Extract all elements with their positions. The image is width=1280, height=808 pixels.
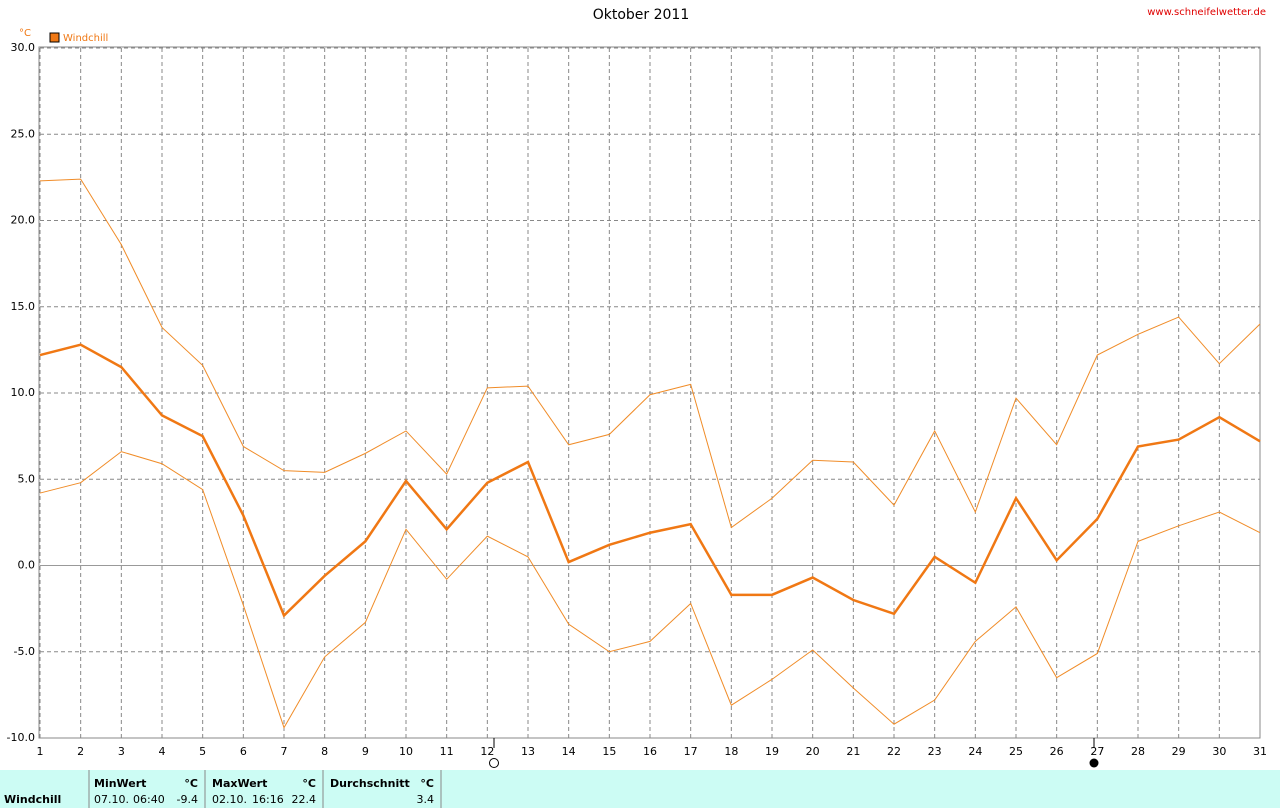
y-unit: °C [19, 28, 31, 39]
summary-time: 06:40 [133, 793, 165, 806]
series-line [39, 343, 1261, 618]
source: www.schneifelwetter.de [1147, 7, 1266, 18]
x-tick-label: 27 [1090, 745, 1104, 758]
x-tick-label: 13 [521, 745, 535, 758]
series-line [39, 178, 1261, 529]
x-tick-label: 22 [887, 745, 901, 758]
x-tick-label: 17 [684, 745, 698, 758]
grid [39, 47, 1261, 739]
y-tick-label: 30.0 [11, 41, 36, 54]
x-tick-label: 3 [118, 745, 125, 758]
x-tick-label: 2 [77, 745, 84, 758]
y-tick-label: 25.0 [11, 127, 36, 140]
x-tick-label: 24 [968, 745, 982, 758]
x-tick-label: 5 [199, 745, 206, 758]
summary-band [0, 770, 1280, 808]
x-tick-label: 12 [480, 745, 494, 758]
summary-value: -9.4 [177, 793, 198, 806]
summary-header: Durchschnitt [330, 777, 410, 790]
x-tick-label: 29 [1172, 745, 1186, 758]
summary-unit: °C [184, 777, 198, 790]
summary-date: 02.10. [212, 793, 247, 806]
x-tick-label: 20 [806, 745, 820, 758]
new-moon-icon [1089, 758, 1099, 768]
summary-header: MaxWert [212, 777, 267, 790]
x-tick-label: 10 [399, 745, 413, 758]
x-tick-label: 8 [321, 745, 328, 758]
summary-unit: °C [420, 777, 434, 790]
y-tick-label: 20.0 [11, 214, 36, 227]
y-tick-label: 0.0 [18, 559, 36, 572]
x-tick-label: 19 [765, 745, 779, 758]
summary-label: Windchill [4, 793, 61, 806]
y-tick-label: 15.0 [11, 300, 36, 313]
legend-swatch [49, 32, 60, 43]
x-tick-label: 6 [240, 745, 247, 758]
x-tick-label: 28 [1131, 745, 1145, 758]
summary-header: MinWert [94, 777, 146, 790]
x-tick-label: 16 [643, 745, 657, 758]
series-line [39, 451, 1261, 729]
lines [39, 178, 1261, 729]
summary-dividers [88, 770, 442, 808]
summary-date: 07.10. [94, 793, 129, 806]
full-moon-icon [489, 758, 499, 768]
summary-unit: °C [302, 777, 316, 790]
x-tick-label: 21 [846, 745, 860, 758]
y-tick-label: 10.0 [11, 386, 36, 399]
x-tick-label: 7 [281, 745, 288, 758]
x-tick-label: 11 [440, 745, 454, 758]
x-tick-label: 30 [1212, 745, 1226, 758]
summary-time: 16:16 [252, 793, 284, 806]
x-tick-label: 1 [37, 745, 44, 758]
x-tick-label: 25 [1009, 745, 1023, 758]
x-tick-label: 23 [928, 745, 942, 758]
y-tick-label: -10.0 [7, 731, 35, 744]
legend-label: Windchill [63, 33, 108, 44]
x-tick-label: 15 [602, 745, 616, 758]
y-tick-label: 5.0 [18, 472, 36, 485]
x-tick-label: 31 [1253, 745, 1267, 758]
chart-title: Oktober 2011 [593, 7, 690, 23]
x-tick-label: 9 [362, 745, 369, 758]
x-tick-label: 4 [159, 745, 166, 758]
summary-headers: Windchill MinWert °C MaxWert °C Durchsch… [4, 777, 434, 806]
summary-value: 22.4 [292, 793, 317, 806]
x-tick-label: 26 [1050, 745, 1064, 758]
x-tick-label: 18 [724, 745, 738, 758]
y-tick-label: -5.0 [14, 645, 35, 658]
summary-value: 3.4 [417, 793, 435, 806]
x-tick-label: 14 [562, 745, 576, 758]
